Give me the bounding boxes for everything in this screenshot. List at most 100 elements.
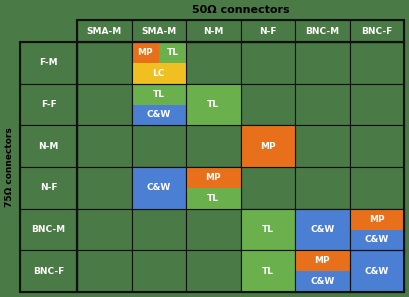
Bar xyxy=(20,209,77,250)
Text: C&W: C&W xyxy=(146,183,171,192)
Bar xyxy=(132,63,186,84)
Bar xyxy=(132,84,186,125)
Bar xyxy=(240,42,295,84)
Text: SMA-M: SMA-M xyxy=(141,26,176,36)
Text: SMA-M: SMA-M xyxy=(87,26,122,36)
Bar xyxy=(132,105,186,125)
Text: F-F: F-F xyxy=(40,100,56,109)
Text: N-M: N-M xyxy=(38,142,58,151)
Bar xyxy=(240,250,295,292)
Bar xyxy=(77,125,132,167)
Bar xyxy=(350,125,404,167)
Text: 50Ω connectors: 50Ω connectors xyxy=(192,5,289,15)
Bar xyxy=(159,42,186,63)
Bar xyxy=(20,125,77,167)
Bar xyxy=(132,84,186,105)
Bar xyxy=(240,167,295,209)
Bar xyxy=(186,188,240,209)
Bar xyxy=(350,230,404,250)
Bar xyxy=(77,250,132,292)
Text: C&W: C&W xyxy=(310,277,335,286)
Text: N-M: N-M xyxy=(203,26,223,36)
Bar xyxy=(240,250,295,292)
Text: TL: TL xyxy=(207,100,219,109)
Bar xyxy=(240,20,295,42)
Text: TL: TL xyxy=(262,225,274,234)
Text: MP: MP xyxy=(137,48,153,57)
Bar xyxy=(295,125,350,167)
Bar xyxy=(77,20,404,42)
Text: TL: TL xyxy=(262,267,274,276)
Bar xyxy=(77,209,132,250)
Bar xyxy=(240,125,295,167)
Bar xyxy=(20,42,77,84)
Text: F-M: F-M xyxy=(39,58,58,67)
Bar xyxy=(132,84,186,125)
Text: C&W: C&W xyxy=(365,267,389,276)
Bar xyxy=(132,42,159,63)
Bar xyxy=(132,42,186,84)
Bar xyxy=(77,84,132,125)
Bar xyxy=(186,20,240,42)
Text: MP: MP xyxy=(315,256,330,265)
Bar xyxy=(20,167,77,209)
Bar xyxy=(295,209,350,250)
Bar xyxy=(186,250,240,292)
Bar xyxy=(77,167,132,209)
Text: C&W: C&W xyxy=(146,110,171,119)
Bar xyxy=(350,209,404,250)
Bar xyxy=(20,42,77,292)
Bar xyxy=(132,209,186,250)
Bar xyxy=(186,209,240,250)
Text: BNC-M: BNC-M xyxy=(305,26,339,36)
Bar xyxy=(295,42,350,84)
Text: C&W: C&W xyxy=(365,236,389,244)
Bar xyxy=(132,167,186,209)
Bar xyxy=(295,250,350,271)
Text: TL: TL xyxy=(153,90,165,99)
Bar xyxy=(350,20,404,42)
Bar xyxy=(350,209,404,250)
Text: TL: TL xyxy=(207,194,219,203)
Bar xyxy=(350,84,404,125)
Bar xyxy=(240,209,295,250)
Bar xyxy=(350,250,404,292)
Bar xyxy=(295,20,350,42)
Text: N-F: N-F xyxy=(259,26,276,36)
Bar xyxy=(295,271,350,292)
Bar xyxy=(350,42,404,84)
Bar xyxy=(295,250,350,292)
Text: MP: MP xyxy=(205,173,221,182)
Bar xyxy=(240,84,295,125)
Bar xyxy=(20,250,77,292)
Bar xyxy=(186,167,240,209)
Text: MP: MP xyxy=(369,215,384,224)
Bar xyxy=(132,125,186,167)
Bar xyxy=(295,209,350,250)
Bar xyxy=(77,42,404,292)
Bar xyxy=(77,20,132,42)
Bar xyxy=(350,209,404,230)
Bar xyxy=(295,167,350,209)
Text: BNC-F: BNC-F xyxy=(361,26,392,36)
Bar xyxy=(186,42,240,84)
Text: N-F: N-F xyxy=(40,183,57,192)
Bar xyxy=(240,125,295,167)
Text: C&W: C&W xyxy=(310,225,335,234)
Text: 75Ω connectors: 75Ω connectors xyxy=(5,127,14,207)
Text: MP: MP xyxy=(260,142,276,151)
Text: BNC-F: BNC-F xyxy=(33,267,64,276)
Bar xyxy=(350,167,404,209)
Text: LC: LC xyxy=(153,69,165,78)
Bar xyxy=(132,250,186,292)
Bar xyxy=(186,125,240,167)
Bar xyxy=(132,42,186,84)
Bar xyxy=(132,20,186,42)
Bar xyxy=(20,84,77,125)
Bar xyxy=(350,250,404,292)
Bar xyxy=(77,42,132,84)
Bar xyxy=(186,84,240,125)
Bar xyxy=(132,167,186,209)
Text: TL: TL xyxy=(166,48,178,57)
Text: BNC-M: BNC-M xyxy=(31,225,65,234)
